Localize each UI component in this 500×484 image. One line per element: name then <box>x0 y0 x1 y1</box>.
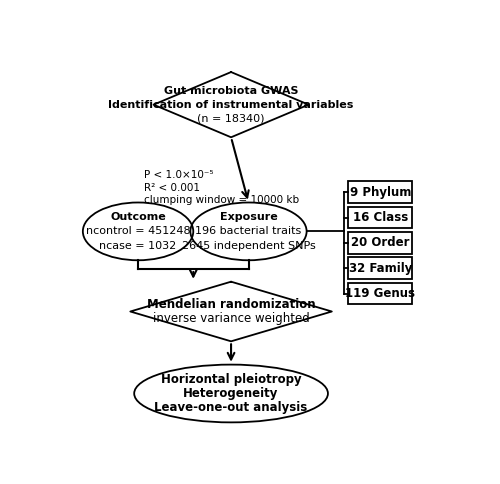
Text: R² < 0.001: R² < 0.001 <box>144 183 200 193</box>
Text: Outcome: Outcome <box>110 212 166 222</box>
Bar <box>348 182 412 203</box>
Text: 20 Order: 20 Order <box>351 236 410 249</box>
Text: Heterogeneity: Heterogeneity <box>184 387 279 400</box>
Text: 2645 independent SNPs: 2645 independent SNPs <box>182 241 316 251</box>
Text: Identification of instrumental variables: Identification of instrumental variables <box>108 100 354 110</box>
Bar <box>348 207 412 228</box>
Text: ncase = 1032: ncase = 1032 <box>100 241 176 251</box>
Text: inverse variance weighted: inverse variance weighted <box>152 312 310 325</box>
Text: Gut microbiota GWAS: Gut microbiota GWAS <box>164 86 298 95</box>
Text: Leave-one-out analysis: Leave-one-out analysis <box>154 401 308 414</box>
Bar <box>348 232 412 254</box>
Text: 196 bacterial traits: 196 bacterial traits <box>196 227 302 236</box>
Text: clumping window = 10000 kb: clumping window = 10000 kb <box>144 195 299 205</box>
Text: 32 Family: 32 Family <box>348 262 412 275</box>
Bar <box>348 257 412 279</box>
Text: (n = 18340): (n = 18340) <box>198 114 265 124</box>
Text: ncontrol = 451248: ncontrol = 451248 <box>86 227 190 236</box>
Text: 16 Class: 16 Class <box>352 211 408 224</box>
Text: P < 1.0×10⁻⁵: P < 1.0×10⁻⁵ <box>144 170 214 181</box>
Text: Horizontal pleiotropy: Horizontal pleiotropy <box>161 373 302 386</box>
Text: Exposure: Exposure <box>220 212 278 222</box>
Text: 119 Genus: 119 Genus <box>345 287 415 300</box>
Bar <box>348 283 412 304</box>
Text: Mendelian randomization: Mendelian randomization <box>147 298 316 311</box>
Text: 9 Phylum: 9 Phylum <box>350 186 411 199</box>
